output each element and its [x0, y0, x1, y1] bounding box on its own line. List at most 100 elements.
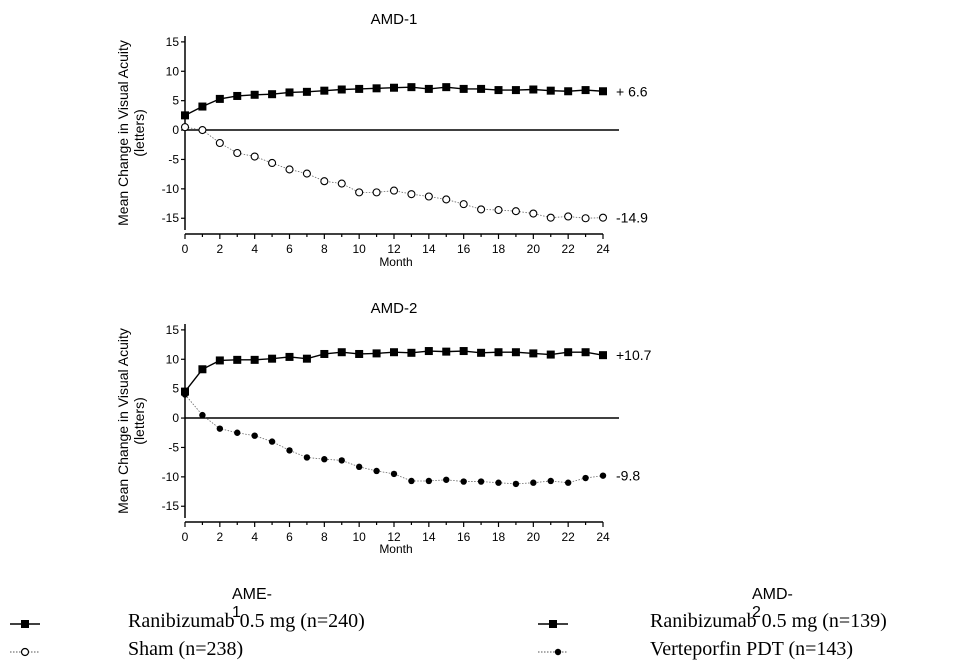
- x-tick-label: 20: [527, 242, 541, 256]
- data-point: [181, 111, 189, 120]
- data-point: [494, 86, 503, 95]
- data-point: [459, 84, 468, 93]
- series-end-label: -9.8: [616, 468, 640, 484]
- series-end-label: + 6.6: [616, 83, 648, 99]
- data-point: [234, 429, 241, 436]
- x-tick-label: 16: [457, 242, 471, 256]
- data-point: [494, 205, 503, 215]
- data-point: [564, 212, 573, 221]
- data-point: [546, 213, 555, 222]
- data-point: [425, 477, 433, 485]
- data-point: [442, 83, 451, 92]
- data-point: [372, 349, 381, 358]
- data-point: [250, 152, 259, 161]
- data-point: [511, 207, 520, 216]
- data-point: [215, 138, 224, 148]
- data-point: [198, 102, 207, 111]
- data-point: [321, 456, 328, 463]
- data-point: [495, 479, 502, 486]
- data-point: [215, 356, 224, 365]
- x-tick-label: 0: [182, 530, 189, 544]
- data-point: [338, 457, 345, 464]
- data-point: [407, 348, 416, 357]
- data-point: [459, 347, 468, 356]
- x-tick-label: 0: [182, 242, 189, 256]
- data-point: [390, 348, 398, 357]
- data-point: [442, 347, 451, 356]
- data-point: [530, 479, 537, 486]
- data-point: [285, 165, 294, 174]
- data-point: [599, 472, 607, 479]
- x-tick-label: 16: [457, 530, 471, 544]
- data-point: [477, 84, 486, 93]
- data-point: [180, 123, 190, 132]
- data-point: [302, 169, 311, 178]
- y-tick-label: 5: [172, 94, 179, 108]
- y-tick-label: 0: [172, 123, 179, 137]
- series-line: [184, 126, 604, 219]
- data-point: [233, 148, 242, 158]
- x-tick-label: 24: [596, 242, 610, 256]
- data-point: [198, 365, 207, 374]
- data-point: [320, 177, 329, 186]
- x-tick-label: 22: [561, 242, 575, 256]
- data-point: [407, 190, 416, 199]
- data-point: [285, 88, 294, 97]
- data-point: [390, 470, 398, 478]
- data-point: [442, 195, 451, 204]
- data-point: [302, 87, 311, 96]
- y-axis-label: Mean Change in Visual Acuity: [115, 328, 131, 514]
- data-point: [355, 349, 364, 358]
- y-tick-label: -15: [162, 211, 180, 225]
- data-point: [511, 86, 520, 95]
- x-tick-label: 20: [527, 530, 541, 544]
- legend-left-item-sham: Sham (n=238): [128, 638, 244, 660]
- data-point: [250, 90, 259, 99]
- y-tick-label: -10: [162, 182, 180, 196]
- legend-square-marker-icon: [538, 620, 568, 628]
- y-tick-label: 5: [172, 382, 179, 396]
- data-point: [250, 355, 259, 364]
- x-tick-label: 2: [216, 242, 223, 256]
- legend-right-item-ranibizumab: Ranibizumab 0.5 mg (n=139): [650, 610, 887, 632]
- data-point: [215, 94, 224, 103]
- x-tick-label: 10: [352, 242, 366, 256]
- data-point: [599, 351, 607, 360]
- data-point: [216, 425, 224, 432]
- x-tick-label: 8: [321, 242, 328, 256]
- data-point: [424, 84, 433, 93]
- y-tick-label: 10: [166, 352, 180, 366]
- x-axis-label: Month: [379, 542, 412, 556]
- data-point: [494, 348, 503, 357]
- data-point: [302, 354, 311, 363]
- legend-left-title: AME-1: [232, 586, 272, 621]
- data-point: [390, 83, 398, 92]
- data-point: [372, 84, 381, 93]
- data-point: [460, 478, 467, 485]
- x-tick-label: 4: [251, 530, 258, 544]
- data-point: [459, 200, 468, 209]
- data-point: [372, 188, 381, 197]
- data-point: [424, 347, 433, 356]
- legend-left-item-ranibizumab: Ranibizumab 0.5 mg (n=240): [128, 610, 365, 632]
- data-point: [268, 158, 277, 168]
- data-point: [581, 86, 590, 95]
- data-point: [547, 477, 554, 485]
- y-tick-label: 15: [166, 35, 180, 49]
- x-tick-label: 14: [422, 530, 436, 544]
- data-point: [477, 348, 486, 357]
- y-tick-label: 15: [166, 323, 180, 337]
- legend-filled-circle-marker-icon: [538, 648, 568, 656]
- data-point: [373, 467, 380, 475]
- data-point: [546, 86, 555, 95]
- x-tick-label: 6: [286, 530, 293, 544]
- data-point: [320, 349, 329, 358]
- y-axis-label-units: (letters): [131, 109, 147, 156]
- x-tick-label: 10: [352, 530, 366, 544]
- series-line: [184, 350, 604, 393]
- data-point: [268, 354, 277, 363]
- data-point: [511, 348, 520, 357]
- data-point: [564, 479, 572, 486]
